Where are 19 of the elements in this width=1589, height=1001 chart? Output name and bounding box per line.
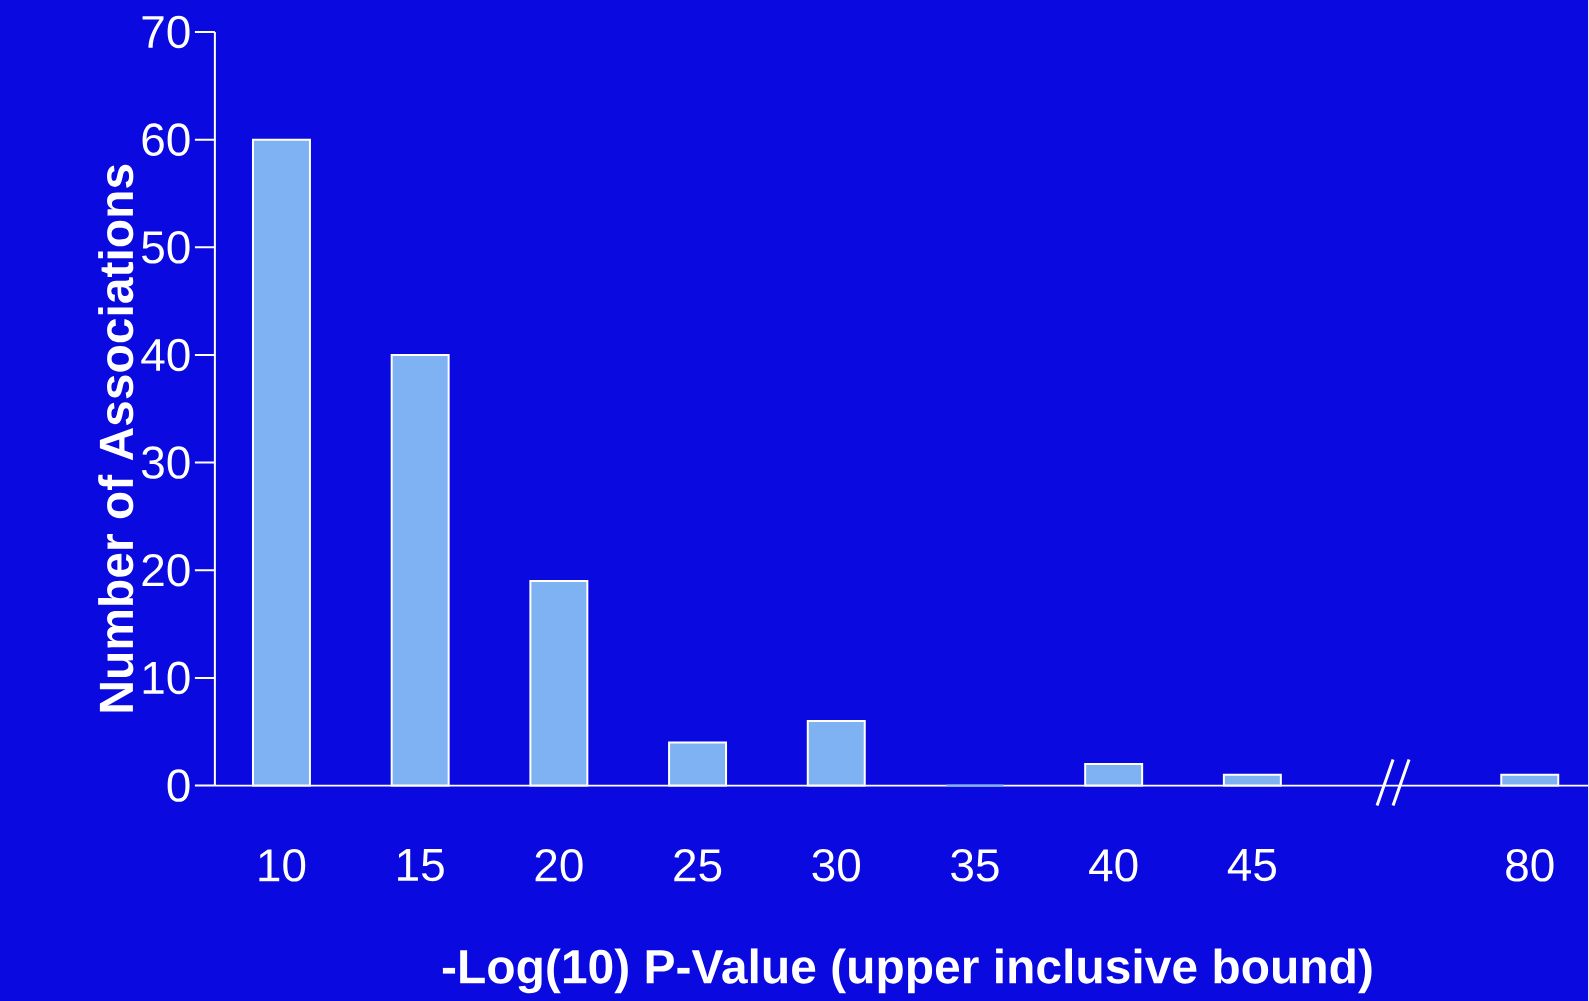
y-tick-label: 0 [167,769,190,802]
y-tick-label: 50 [142,230,190,264]
x-tick-label: 25 [674,848,722,882]
x-tick-label: 20 [535,848,583,882]
y-axis-title: Number of Associations [98,164,134,712]
x-tick-label: 15 [398,848,444,881]
x-tick-label: 80 [1506,848,1554,882]
y-tick-label: 70 [142,15,190,49]
y-tick-label: 60 [142,123,190,156]
y-tick-label: 40 [141,338,190,372]
x-tick-label: 40 [1089,848,1138,882]
x-tick-label: 35 [951,848,999,882]
y-tick-label: 10 [143,661,190,694]
x-tick-label: 30 [812,848,861,882]
y-tick-label: 20 [142,553,190,587]
y-tick-label: 30 [141,446,190,479]
x-axis-title: -Log(10) P-Value (upper inclusive bound) [442,948,1372,994]
x-tick-label: 45 [1227,848,1276,881]
x-tick-label: 10 [259,848,306,882]
